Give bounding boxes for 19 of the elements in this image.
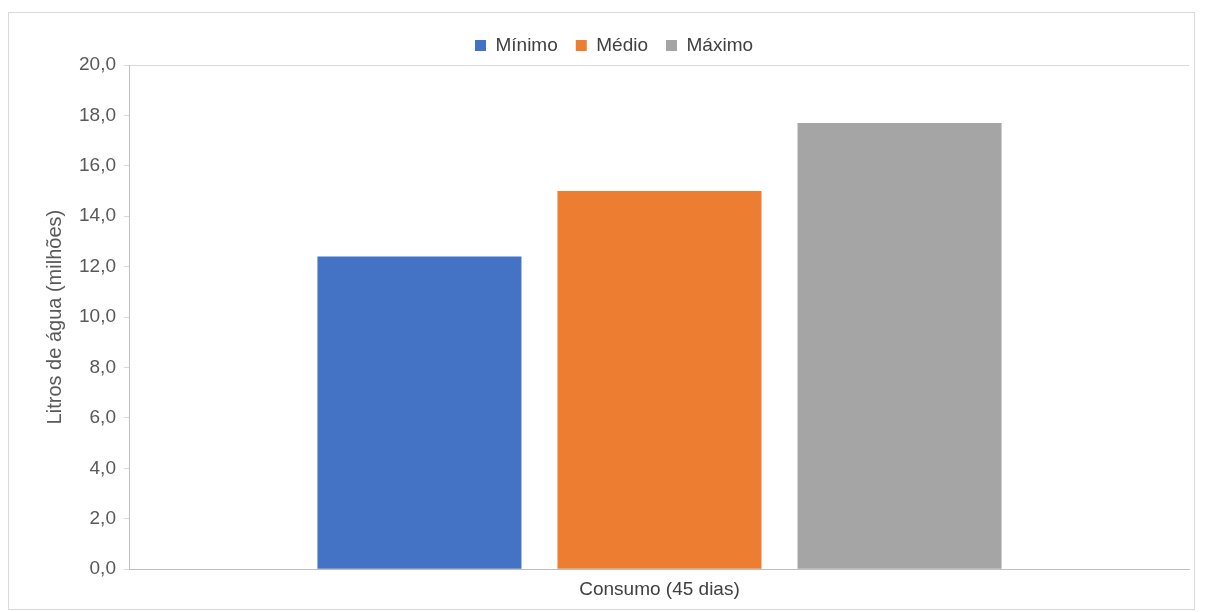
legend-label: Mínimo [495,33,558,55]
y-tick-label: 10,0 [79,305,116,327]
bar [557,191,762,569]
bar [797,122,1002,569]
y-tick-label: 16,0 [79,154,116,176]
y-tick-label: 8,0 [89,355,116,377]
y-tick-label: 14,0 [79,204,116,226]
x-tick-label: Consumo (45 dias) [579,577,740,599]
y-tick-label: 12,0 [79,254,116,276]
y-tick-label: 2,0 [89,507,116,529]
legend-label: Máximo [686,33,754,55]
y-tick-label: 0,0 [89,557,116,579]
y-tick-label: 18,0 [79,103,116,125]
y-tick-label: 4,0 [89,456,116,478]
y-tick-label: 6,0 [89,406,116,428]
y-tick-label: 20,0 [79,53,116,75]
bar [317,256,522,569]
legend-label: Médio [596,33,649,55]
y-axis-title: Litros de água (milhões) [42,209,65,425]
